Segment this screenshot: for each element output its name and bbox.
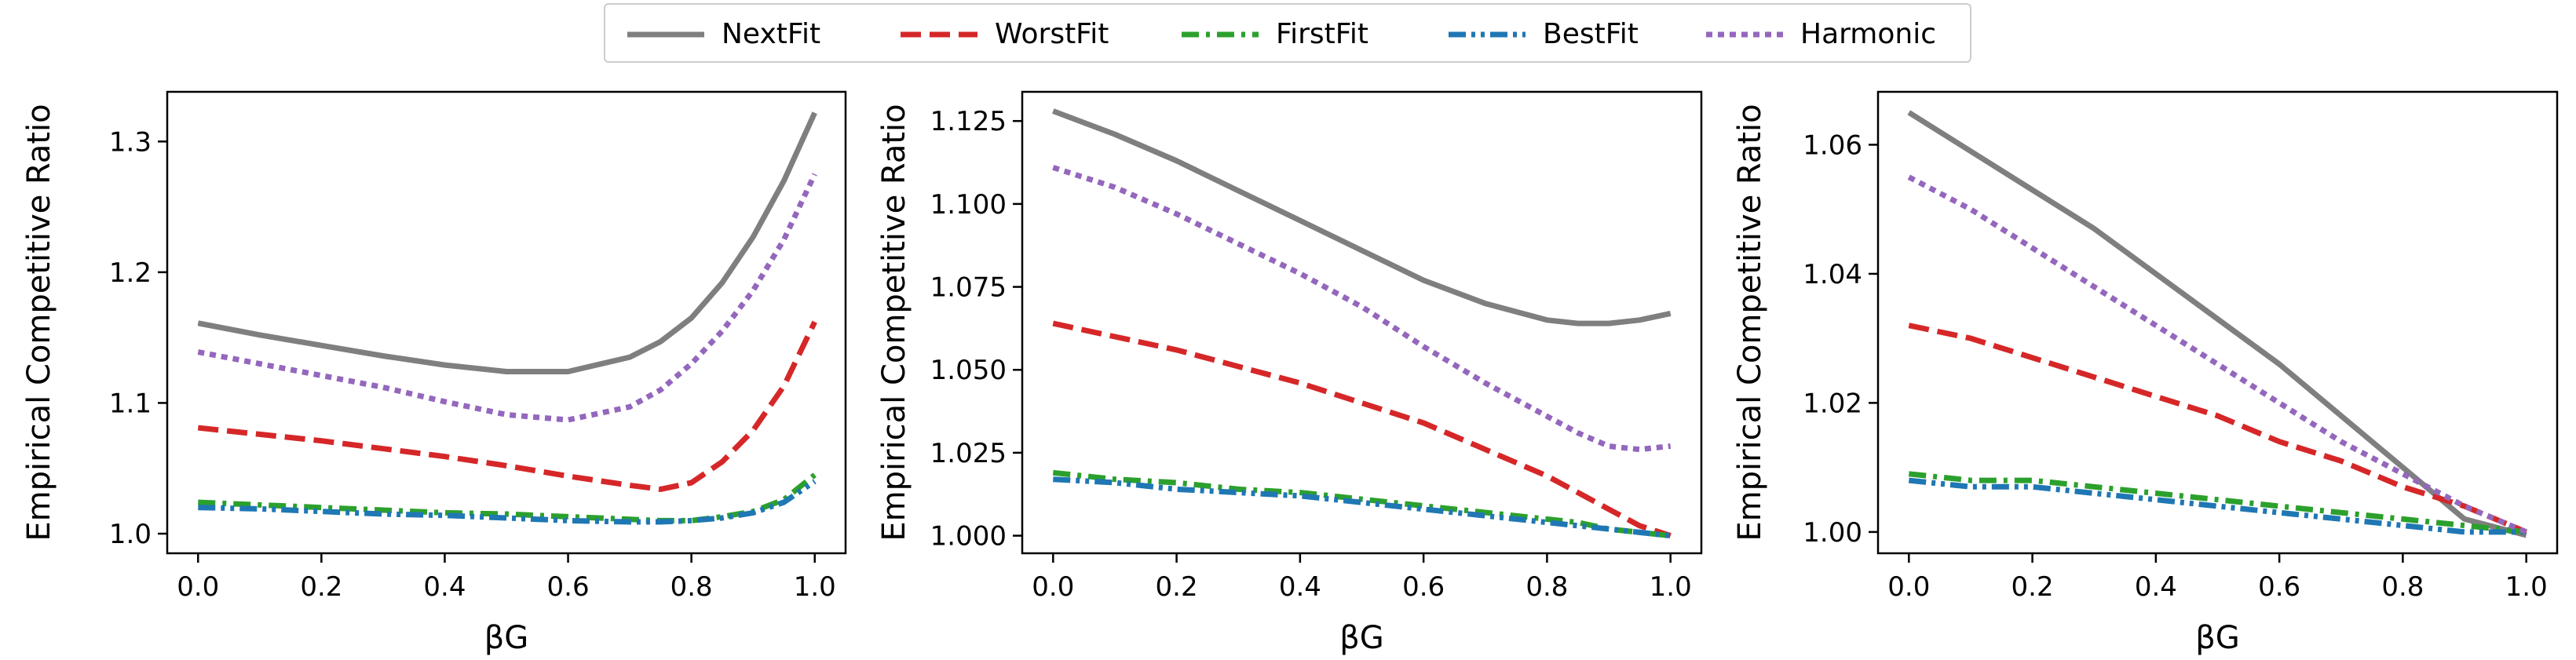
legend-label-nextfit: NextFit — [722, 18, 821, 50]
x-tick-label: 0.6 — [1402, 571, 1445, 603]
legend-swatch-firstfit — [1182, 31, 1259, 38]
x-tick-label: 0.0 — [177, 571, 219, 603]
series-line-worstfit-panel-1 — [197, 320, 817, 492]
y-axis-label: Empirical Competitive Ratio — [1732, 104, 1768, 541]
x-tick-label: 1.0 — [1650, 571, 1692, 603]
legend-swatch-harmonic — [1706, 31, 1783, 38]
series-line-nextfit-panel-1 — [197, 111, 817, 374]
x-tick-label: 0.2 — [300, 571, 342, 603]
legend-label-harmonic: Harmonic — [1800, 18, 1937, 50]
x-tick-label: 1.0 — [794, 571, 836, 603]
y-tick-label: 1.3 — [109, 126, 152, 158]
y-tick-label: 1.100 — [930, 189, 1007, 221]
x-tick-label: 0.4 — [2135, 571, 2177, 603]
x-tick-label: 0.6 — [2258, 571, 2300, 603]
plot-frame — [166, 90, 847, 555]
legend-label-firstfit: FirstFit — [1276, 18, 1368, 50]
x-tick-label: 0.4 — [1279, 571, 1321, 603]
series-line-bestfit-panel-1 — [198, 479, 817, 525]
y-tick-label: 1.02 — [1803, 388, 1862, 419]
x-tick-label: 0.8 — [670, 571, 713, 603]
series-line-bestfit-panel-2 — [1053, 476, 1672, 539]
series-line-bestfit-panel-3 — [1908, 477, 2527, 535]
y-tick-label: 1.1 — [109, 388, 152, 419]
x-tick-label: 0.4 — [423, 571, 466, 603]
x-axis-label: βG — [2195, 620, 2240, 656]
legend-swatch-bestfit — [1449, 31, 1526, 38]
y-tick-label: 1.125 — [930, 106, 1007, 137]
y-tick-label: 1.00 — [1803, 517, 1862, 549]
series-line-firstfit-panel-3 — [1908, 471, 2527, 535]
series-line-nextfit-panel-2 — [1052, 108, 1672, 326]
x-tick-label: 0.0 — [1887, 571, 1930, 603]
series-line-nextfit-panel-3 — [1907, 110, 2527, 538]
y-tick-label: 1.0 — [109, 519, 152, 550]
series-line-harmonic-panel-2 — [1052, 165, 1672, 453]
y-tick-label: 1.050 — [930, 355, 1007, 386]
legend-swatch-nextfit — [627, 31, 704, 38]
x-tick-label: 0.0 — [1032, 571, 1074, 603]
series-line-firstfit-panel-1 — [198, 472, 817, 523]
plot-frame — [1021, 90, 1703, 555]
chart-panel-1: 0.0 0.2 0.4 0.6 0.8 1.0 1.0 1.1 1.2 1.3 βG Empirica… — [21, 90, 847, 656]
x-tick-label: 0.8 — [1526, 571, 1568, 603]
legend-swatch-worstfit — [901, 31, 977, 38]
y-tick-label: 1.000 — [930, 521, 1007, 552]
series-line-harmonic-panel-3 — [1907, 174, 2528, 535]
y-tick-label: 1.04 — [1803, 259, 1862, 290]
series-line-worstfit-panel-2 — [1052, 320, 1672, 538]
y-axis-label: Empirical Competitive Ratio — [876, 104, 912, 541]
chart-panel-2: 0.0 0.2 0.4 0.6 0.8 1.0 1.000 1.025 1.050 1.075 1.… — [876, 90, 1703, 656]
x-tick-label: 0.8 — [2381, 571, 2424, 603]
x-tick-label: 1.0 — [2505, 571, 2548, 603]
x-tick-label: 0.2 — [1156, 571, 1198, 603]
y-tick-label: 1.025 — [930, 438, 1007, 469]
y-tick-label: 1.06 — [1803, 129, 1862, 161]
plot-frame — [1876, 90, 2559, 555]
x-tick-label: 0.2 — [2011, 571, 2054, 603]
legend-label-worstfit: WorstFit — [995, 18, 1109, 50]
x-tick-label: 0.6 — [547, 571, 590, 603]
x-axis-label: βG — [1339, 620, 1384, 656]
y-tick-label: 1.075 — [930, 272, 1007, 304]
series-line-firstfit-panel-2 — [1052, 469, 1672, 539]
x-axis-label: βG — [484, 620, 529, 656]
chart-legend: NextFit WorstFit FirstFit BestFit Harmon… — [604, 3, 1971, 63]
legend-label-bestfit: BestFit — [1543, 18, 1639, 50]
series-line-harmonic-panel-1 — [197, 173, 817, 423]
y-tick-label: 1.2 — [109, 257, 152, 289]
chart-panel-3: 0.0 0.2 0.4 0.6 0.8 1.0 1.00 1.02 1.04 1.06 βG Empi… — [1732, 90, 2559, 656]
series-line-worstfit-panel-3 — [1908, 323, 2528, 535]
y-axis-label: Empirical Competitive Ratio — [21, 104, 57, 541]
